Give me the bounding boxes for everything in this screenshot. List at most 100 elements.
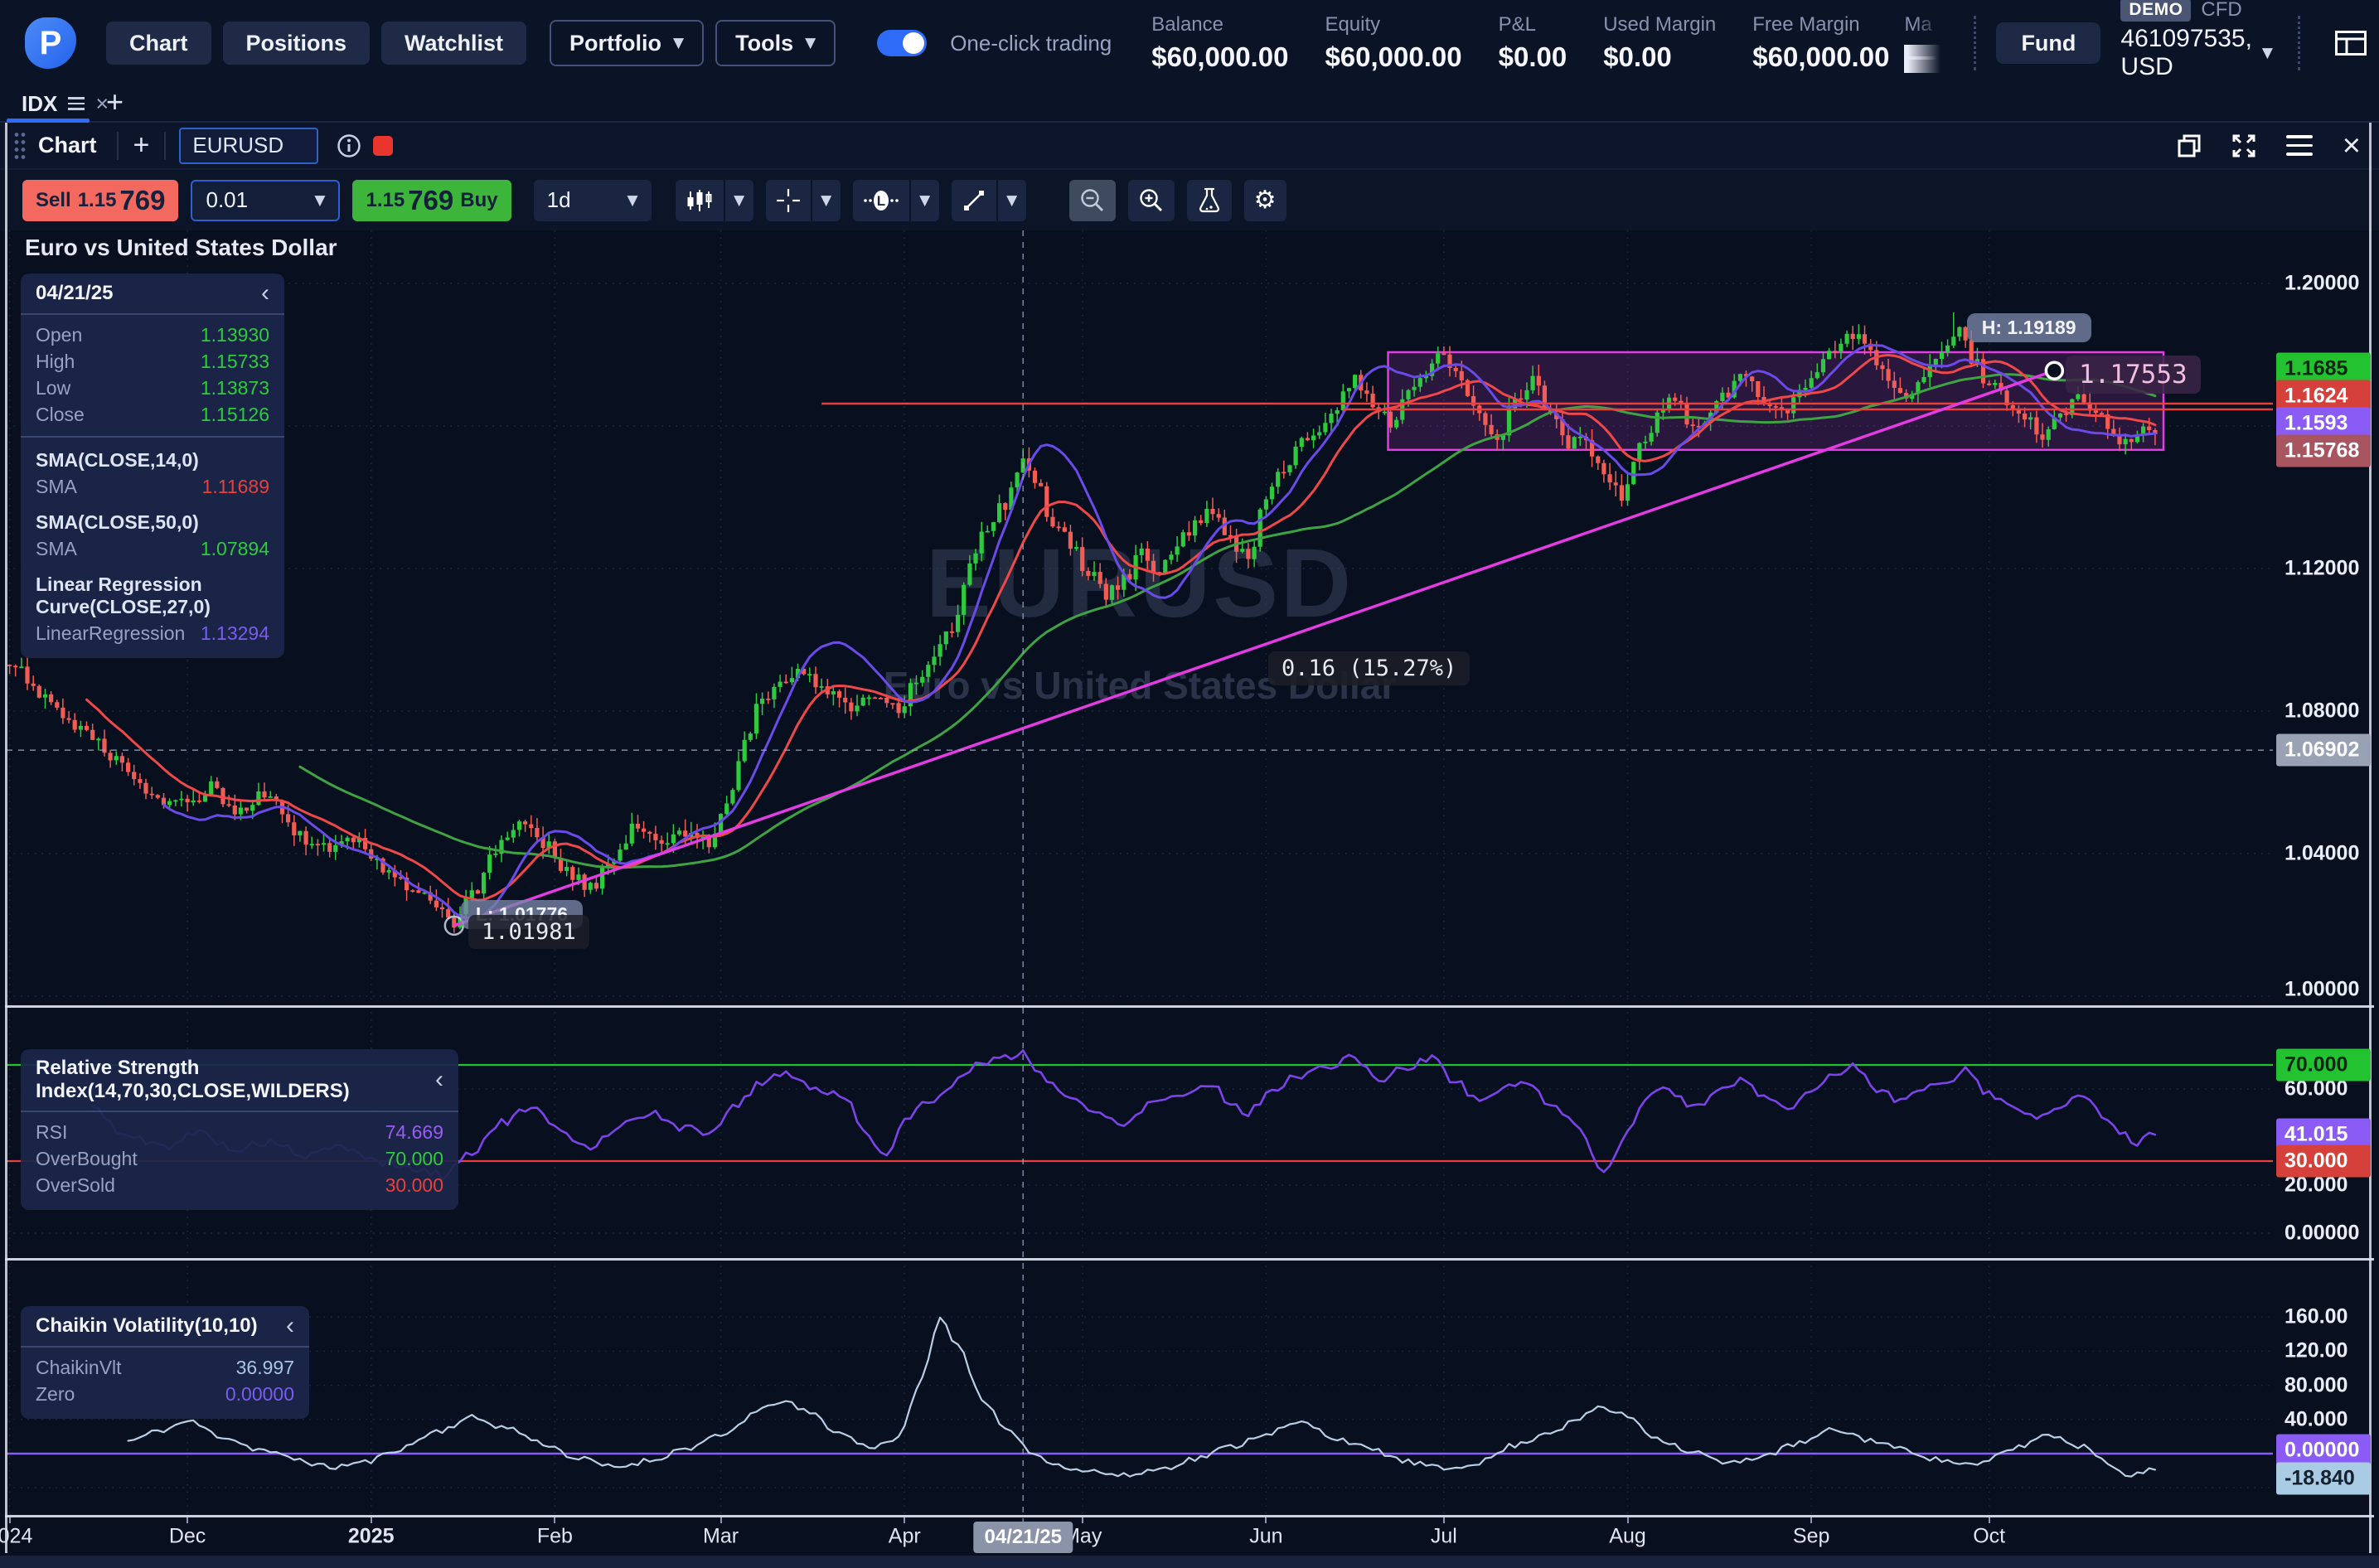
toggle-knob [903,32,925,54]
buy-price-big: 769 [408,184,454,215]
legend-row: Zero 0.00000 [36,1382,294,1405]
price-line-icon: L [863,190,899,211]
portfolio-dropdown[interactable]: Portfolio ▼ [550,20,705,66]
chevron-down-icon: ▼ [314,191,326,209]
stat-label: Balance [1151,13,1223,36]
workspace-tabs: IDX × + [0,85,2379,123]
chevron-down-icon: ▼ [2261,44,2273,61]
collapse-icon[interactable]: ‹ [435,1066,443,1093]
legend-row: LinearRegression 1.13294 [36,622,269,644]
chevron-down-icon: ▼ [673,35,685,51]
buy-price: 1.15 [366,188,405,211]
tab-menu-icon[interactable] [68,97,85,110]
stat-margin-level: Ma [1901,8,1954,78]
panel-resize-handle[interactable] [5,1258,2374,1261]
tab-close-icon[interactable]: × [95,90,109,116]
gear-icon: ⚙ [1253,185,1277,215]
flask-icon [1199,187,1219,212]
panel-resize-handle[interactable] [5,1005,2374,1008]
stat-value: $60,000.00 [1752,41,1890,72]
chart-panel-header: Chart + × [0,123,2379,170]
timeframe-dropdown[interactable]: 1d ▼ [533,179,652,221]
close-icon[interactable]: × [2342,128,2361,163]
account-selector[interactable]: DEMO CFD 461097535, USD ▼ [2119,0,2278,90]
legend-row: Close 1.15126 [36,403,269,425]
crosshair-tool-button[interactable] [765,179,811,221]
fullscreen-icon[interactable] [2231,133,2256,158]
bottom-scrollbar[interactable] [0,1556,2379,1568]
quantity-dropdown[interactable]: 0.01 ▼ [191,179,341,221]
tab-idx[interactable]: IDX × [22,88,109,119]
settings-button[interactable]: ⚙ [1243,179,1286,221]
account-stats: Balance $60,000.00 Equity $60,000.00 P&L… [1151,13,1889,73]
chaikin-legend-panel: Chaikin Volatility(10,10) ‹ ChaikinVlt 36… [21,1306,309,1419]
chevron-down-icon: ▼ [805,35,816,51]
drag-handle[interactable] [13,130,27,161]
active-tab-indicator [7,119,90,123]
buy-button[interactable]: 1.15 769 Buy [352,179,511,221]
info-icon[interactable] [337,133,361,158]
nav-watchlist-button[interactable]: Watchlist [381,22,527,65]
sell-button[interactable]: Sell 1.15 769 [22,179,179,221]
add-chart-button[interactable]: + [133,129,150,161]
trendline-start-label: 1.01981 [468,915,589,949]
panel-border [2369,123,2372,1553]
chart-type-caret[interactable]: ▼ [724,179,753,221]
sell-price: 1.15 [77,188,117,211]
indicators-button[interactable] [1186,179,1232,221]
stat-value: $60,000.00 [1325,41,1462,72]
tools-label: Tools [735,30,794,56]
stat-label: Free Margin [1752,13,1860,36]
legend-row: High 1.15733 [36,350,269,372]
price-line-caret[interactable]: ▼ [910,179,939,221]
stat-used-margin: Used Margin $0.00 [1603,13,1716,73]
nav-positions-button[interactable]: Positions [222,22,371,65]
candlestick-icon [687,189,712,211]
legend-row: ChaikinVlt 36.997 [36,1356,294,1378]
stat-balance: Balance $60,000.00 [1151,13,1288,73]
one-click-trading-toggle[interactable] [877,30,928,56]
svg-text:L: L [876,193,884,209]
duplicate-icon[interactable] [2177,133,2202,158]
fund-button[interactable]: Fund [1996,22,2101,64]
collapse-icon[interactable]: ‹ [261,279,269,307]
chart-type-button[interactable] [675,179,724,221]
symbol-input[interactable] [179,127,319,164]
plus500-logo[interactable]: P [25,17,76,69]
trendline-tool-button[interactable] [951,179,996,221]
portfolio-label: Portfolio [569,30,662,56]
stat-label: Ma [1904,13,1941,36]
account-id: 461097535, USD [2120,24,2252,80]
trendline-end-label: 1.17553 [2066,356,2201,394]
stat-label: Equity [1325,13,1381,36]
nav-chart-button[interactable]: Chart [106,22,211,65]
chart-menu-icon[interactable] [2285,135,2313,156]
crosshair-caret[interactable]: ▼ [812,179,841,221]
status-square[interactable] [373,135,394,156]
legend-row: Low 1.13873 [36,376,269,399]
panel-resize-handle[interactable] [5,1515,2374,1517]
trendline-icon [963,190,984,211]
topbar: P Chart Positions Watchlist Portfolio ▼ … [0,0,2379,90]
add-tab-button[interactable]: + [106,85,124,119]
sma14-title: SMA(CLOSE,14,0) [36,449,199,471]
stat-value: $0.00 [1498,41,1567,72]
layout-icon[interactable] [2335,31,2367,56]
rsi-title: Relative Strength Index(14,70,30,CLOSE,W… [36,1057,350,1102]
chevron-down-icon: ▼ [627,191,638,209]
stat-value: $60,000.00 [1151,41,1289,72]
chart-canvas[interactable] [0,230,2379,1568]
buy-label: Buy [460,188,498,211]
zoom-in-button[interactable] [1127,179,1175,221]
high-marker-tooltip: H: 1.19189 [1966,312,2091,342]
collapse-icon[interactable]: ‹ [286,1312,294,1339]
demo-badge: DEMO [2120,0,2192,22]
tools-dropdown[interactable]: Tools ▼ [715,20,836,66]
stat-label: P&L [1498,13,1536,36]
tab-label: IDX [22,90,58,116]
zoom-out-button[interactable] [1068,179,1116,221]
legend-row: RSI 74.669 [36,1120,443,1143]
trendline-caret[interactable]: ▼ [997,179,1026,221]
price-line-tool-button[interactable]: L [852,179,909,221]
